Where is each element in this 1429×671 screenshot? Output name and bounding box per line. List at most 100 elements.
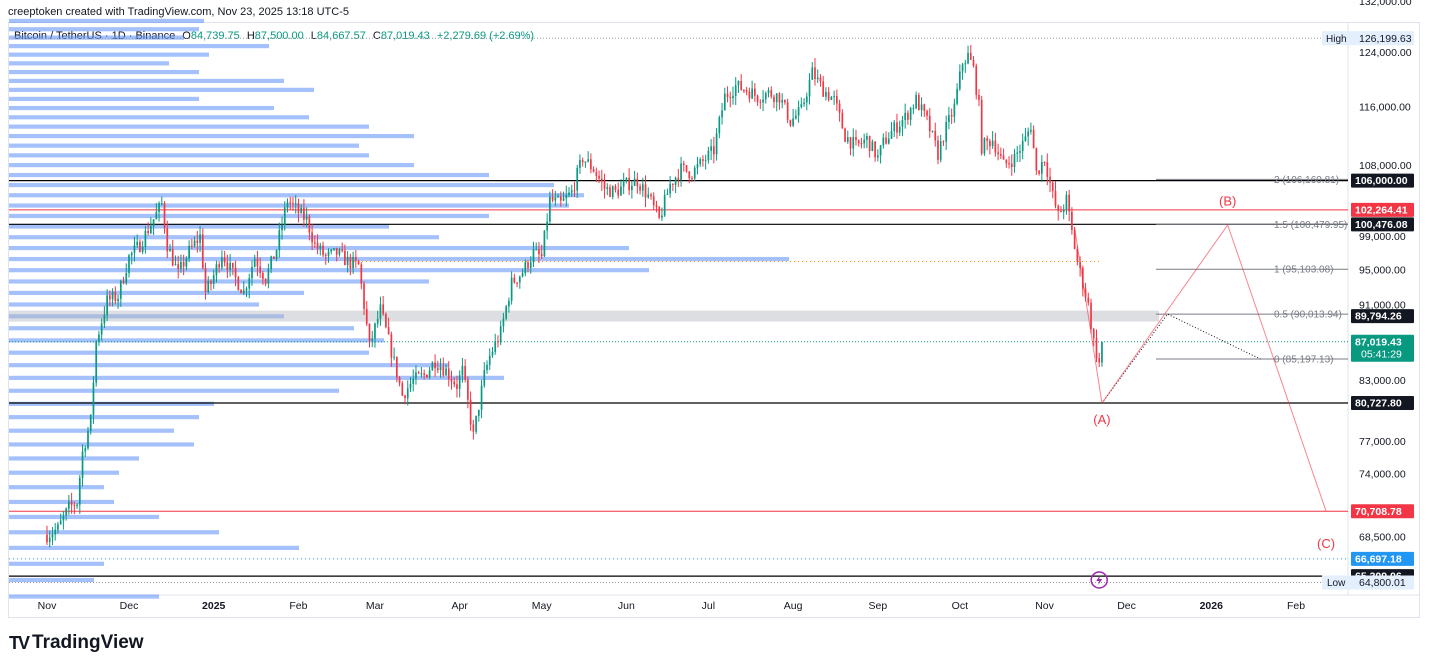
volume-profile-bar	[9, 338, 384, 343]
candle-body	[133, 245, 136, 253]
fib-level-label: 1.5 (100,479.95)	[1274, 220, 1347, 231]
volume-profile-bar	[9, 290, 304, 296]
wave-label: (B)	[1219, 194, 1236, 209]
level-price-label-bg[interactable]	[1351, 202, 1414, 217]
volume-profile-bar	[9, 485, 104, 490]
candle-body	[622, 181, 625, 187]
candle-body	[702, 159, 704, 161]
candle-body	[335, 247, 338, 255]
fib-level-label: 2 (106,160.81)	[1274, 175, 1339, 186]
candle-body	[169, 248, 171, 252]
candle-body	[543, 230, 546, 257]
candle-body	[658, 206, 661, 218]
ohlc-change: +2,279.69 (+2.69%)	[436, 30, 535, 42]
candle-body	[882, 137, 885, 146]
candle-body	[956, 88, 958, 104]
candle-body	[579, 159, 581, 168]
candle-body	[896, 122, 898, 133]
candle-body	[816, 77, 819, 80]
candle-body	[885, 137, 887, 144]
candle-body	[942, 141, 945, 143]
candle-body	[803, 102, 805, 105]
current-price-label-bg[interactable]	[1351, 334, 1414, 362]
level-price-label: 80,727.80	[1355, 398, 1402, 410]
candle-body	[1035, 148, 1038, 171]
candle-body	[958, 71, 961, 89]
candle-body	[92, 382, 95, 415]
candle-body	[715, 133, 718, 155]
candle-body	[1054, 191, 1057, 206]
volume-profile-bar	[9, 256, 789, 262]
volume-profile-bar	[9, 78, 284, 84]
candle-body	[994, 140, 997, 153]
candle-body	[84, 448, 87, 452]
candle-body	[420, 373, 423, 375]
elliott-wave-path[interactable]	[1074, 223, 1327, 512]
candle-body	[672, 183, 674, 185]
candle-body	[223, 257, 226, 263]
level-price-label-bg[interactable]	[1351, 504, 1414, 519]
chart-panel[interactable]	[8, 22, 1420, 618]
volume-profile-bar	[9, 124, 369, 129]
candle-body	[1095, 338, 1098, 359]
candle-body	[852, 137, 855, 149]
candle-body	[513, 277, 516, 283]
candle-body	[158, 203, 160, 213]
candle-body	[775, 93, 778, 103]
candle-body	[368, 323, 371, 341]
candle-body	[48, 537, 51, 543]
candle-body	[409, 383, 412, 389]
volume-profile-bar	[9, 87, 314, 92]
candle-body	[81, 451, 84, 478]
candle-body	[150, 225, 152, 234]
candle-body	[1046, 162, 1049, 177]
blue-price-label-bg[interactable]	[1351, 551, 1414, 566]
candle-body	[538, 249, 540, 255]
price-axis-tick: 77,000.00	[1359, 436, 1406, 448]
candle-body	[1073, 229, 1076, 250]
candle-body	[729, 96, 732, 99]
candle-body	[611, 186, 614, 197]
candle-body	[603, 181, 606, 189]
candle-body	[346, 256, 349, 266]
candle-body	[78, 477, 81, 505]
candle-body	[434, 362, 436, 369]
volume-profile-bar	[9, 153, 369, 158]
candle-body	[70, 501, 73, 505]
fib-level-label: 0 (85,197.13)	[1274, 355, 1334, 366]
candle-body	[212, 275, 215, 284]
candle-body	[272, 256, 275, 259]
time-axis-tick: Apr	[452, 600, 469, 612]
volume-profile-bar	[9, 105, 274, 111]
zone-price-label-bg[interactable]	[1351, 309, 1414, 324]
candle-body	[68, 501, 70, 509]
candle-body	[475, 415, 477, 432]
level-price-label-bg[interactable]	[1351, 396, 1414, 411]
candle-body	[846, 137, 849, 142]
candle-body	[677, 177, 680, 181]
level-price-label: 100,476.08	[1355, 219, 1408, 231]
price-axis-tick: 68,500.00	[1359, 532, 1406, 544]
candle-body	[445, 368, 447, 376]
candle-body	[499, 326, 502, 343]
candle-body	[967, 52, 969, 64]
candle-body	[458, 375, 461, 389]
candle-body	[855, 137, 857, 141]
candle-body	[532, 249, 535, 263]
candle-body	[160, 203, 163, 205]
candle-body	[898, 126, 901, 133]
candle-body	[98, 334, 100, 342]
candle-body	[144, 230, 147, 247]
tradingview-brand[interactable]: TV TradingView	[9, 632, 144, 654]
candle-body	[130, 252, 133, 256]
level-price-label-bg[interactable]	[1351, 217, 1414, 232]
candle-body	[467, 379, 469, 400]
candle-body	[267, 269, 270, 284]
candle-body	[759, 101, 762, 103]
lightning-icon[interactable]	[1090, 571, 1108, 589]
candle-body	[182, 261, 185, 267]
candle-body	[614, 186, 617, 190]
candle-body	[374, 323, 376, 339]
level-price-label-bg[interactable]	[1351, 173, 1414, 188]
